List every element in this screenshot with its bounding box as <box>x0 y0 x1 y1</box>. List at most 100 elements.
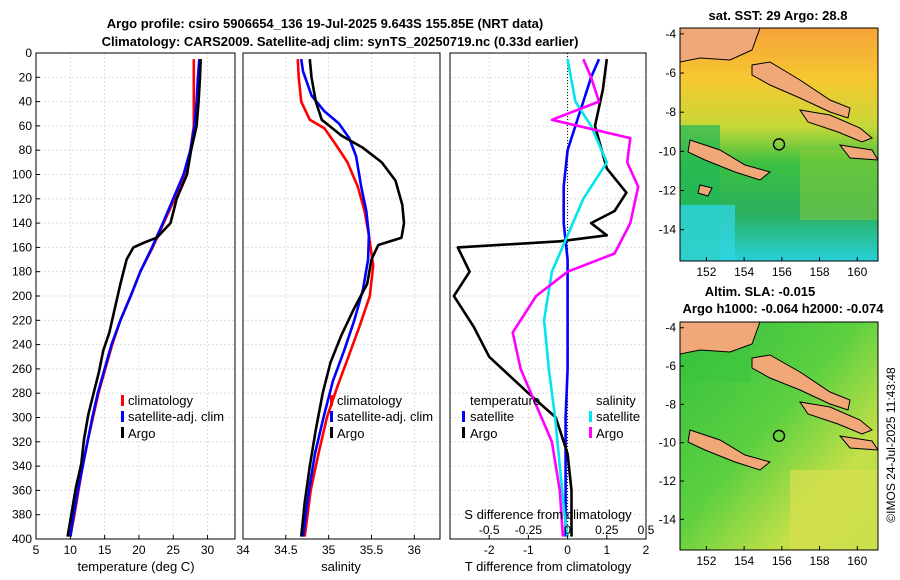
map-y-tick-label: -14 <box>659 512 677 526</box>
coastline-land <box>838 435 878 451</box>
coastline-land <box>838 144 878 161</box>
coastline-land <box>697 184 713 197</box>
map-y-tick-label: -6 <box>665 66 676 80</box>
series-line <box>66 59 202 537</box>
difference-panel: -2 -1 0 1 2 -0.5 -0.25 0 0.25 0.5 <box>449 52 655 557</box>
imos-watermark: ©IMOS 24-Jul-2025 11:43:48 <box>884 367 898 523</box>
x-tick-label: -1 <box>523 543 534 557</box>
y-tick-label: 160 <box>12 240 32 254</box>
x-tick-label: -2 <box>484 543 495 557</box>
legend-swatch-satellite <box>121 411 124 422</box>
legend-label-satellite: satellite-adj. clim <box>337 409 433 424</box>
map-x-tick-label: 154 <box>734 554 754 568</box>
legend-label-satellite: satellite-adj. clim <box>128 409 224 424</box>
x-tick-label: 35 <box>322 543 336 557</box>
map-x-tick-label: 152 <box>696 265 716 279</box>
legend-label-climatology: climatology <box>128 393 194 408</box>
coastline-land <box>680 28 761 63</box>
map-x-tick-label: 152 <box>696 554 716 568</box>
coastline-land <box>687 429 772 471</box>
plot-frame <box>449 52 647 540</box>
series-line <box>69 59 201 537</box>
sst-patch <box>680 205 735 261</box>
coastline-land <box>798 109 873 143</box>
y-tick-label: 320 <box>12 435 32 449</box>
secondary-x-tick-label: 0 <box>564 523 571 537</box>
secondary-x-tick-label: 0.5 <box>638 523 655 537</box>
x-tick-label: 2 <box>643 543 650 557</box>
x-tick-label: 1 <box>603 543 610 557</box>
legend-heading-temperature: temperature <box>470 393 540 408</box>
argo-position-marker <box>772 138 786 151</box>
y-tick-label: 280 <box>12 386 32 400</box>
sst-map-title: sat. SST: 29 Argo: 28.8 <box>709 8 848 23</box>
sst-map-frame <box>679 27 879 262</box>
legend-swatch-s-argo <box>589 427 592 438</box>
coastline-land <box>687 139 772 181</box>
legend-swatch-argo <box>121 427 124 438</box>
difference-legend: temperature satellite Argo salinity sate… <box>462 393 640 441</box>
temperature-panel: 5 10 15 20 25 3002040608010012014016018020022… <box>12 46 236 557</box>
x-tick-label: 5 <box>33 543 40 557</box>
y-tick-label: 120 <box>12 192 32 206</box>
series-line <box>542 58 609 537</box>
salinity-panel: 34 34.5 35 35.5 36 <box>236 52 441 557</box>
sla-map: 152 154 156 158 160 -4 -6 -8 -10 -12 -14 <box>659 321 879 568</box>
x-tick-label: 0 <box>564 543 571 557</box>
t-difference-xlabel: T difference from climatology <box>465 559 632 574</box>
series-line <box>69 59 196 537</box>
sst-map-axes: 152 154 156 158 160 -4 -6 -8 -10 -12 -14 <box>659 27 868 279</box>
salinity-xlabel: salinity <box>321 559 361 574</box>
coastline-land <box>680 322 761 355</box>
x-tick-label: 10 <box>64 543 78 557</box>
coastline-land <box>798 401 873 435</box>
x-tick-label: 35.5 <box>360 543 384 557</box>
y-tick-label: 240 <box>12 338 32 352</box>
map-y-tick-label: -4 <box>665 321 676 335</box>
figure-title-line2: Climatology: CARS2009. Satellite-adj cli… <box>102 34 579 49</box>
legend-swatch-argo <box>330 427 333 438</box>
secondary-x-tick-label: -0.25 <box>515 523 543 537</box>
y-tick-label: 380 <box>12 508 32 522</box>
map-x-tick-label: 160 <box>847 554 867 568</box>
salinity-legend: climatology satellite-adj. clim Argo <box>330 393 433 441</box>
map-y-tick-label: -8 <box>665 105 676 119</box>
legend-label-s-argo: Argo <box>596 426 623 441</box>
legend-label-argo: Argo <box>337 426 364 441</box>
series-line <box>299 58 371 537</box>
map-x-tick-label: 158 <box>810 265 830 279</box>
legend-heading-salinity: salinity <box>596 393 636 408</box>
y-tick-label: 260 <box>12 362 32 376</box>
legend-swatch-climatology <box>330 395 333 406</box>
legend-label-t-satellite: satellite <box>470 409 514 424</box>
map-y-tick-label: -8 <box>665 397 676 411</box>
legend-label-s-satellite: satellite <box>596 409 640 424</box>
y-tick-label: 100 <box>12 168 32 182</box>
secondary-x-tick-label: 0.25 <box>595 523 619 537</box>
sst-patch <box>800 150 878 220</box>
legend-swatch-t-satellite <box>462 411 465 422</box>
sla-map-frame <box>679 321 879 551</box>
figure-title-line1: Argo profile: csiro 5906654_136 19-Jul-2… <box>107 16 543 31</box>
map-x-tick-label: 154 <box>734 265 754 279</box>
x-tick-label: 34.5 <box>274 543 298 557</box>
legend-swatch-satellite <box>330 411 333 422</box>
argo-position-marker <box>772 429 786 443</box>
x-tick-label: 25 <box>167 543 181 557</box>
map-y-tick-label: -12 <box>659 184 677 198</box>
y-tick-label: 40 <box>19 95 33 109</box>
y-tick-label: 400 <box>12 532 32 546</box>
x-tick-label: 34 <box>236 543 250 557</box>
map-x-tick-label: 158 <box>810 554 830 568</box>
legend-label-argo: Argo <box>128 426 155 441</box>
y-tick-label: 0 <box>25 46 32 60</box>
s-difference-xlabel: S difference from climatology <box>464 507 632 522</box>
map-y-tick-label: -6 <box>665 359 676 373</box>
map-x-tick-label: 156 <box>772 554 792 568</box>
map-y-tick-label: -12 <box>659 474 677 488</box>
sla-patch <box>790 470 878 550</box>
legend-swatch-climatology <box>121 395 124 406</box>
x-tick-label: 20 <box>132 543 146 557</box>
x-tick-label: 30 <box>201 543 215 557</box>
